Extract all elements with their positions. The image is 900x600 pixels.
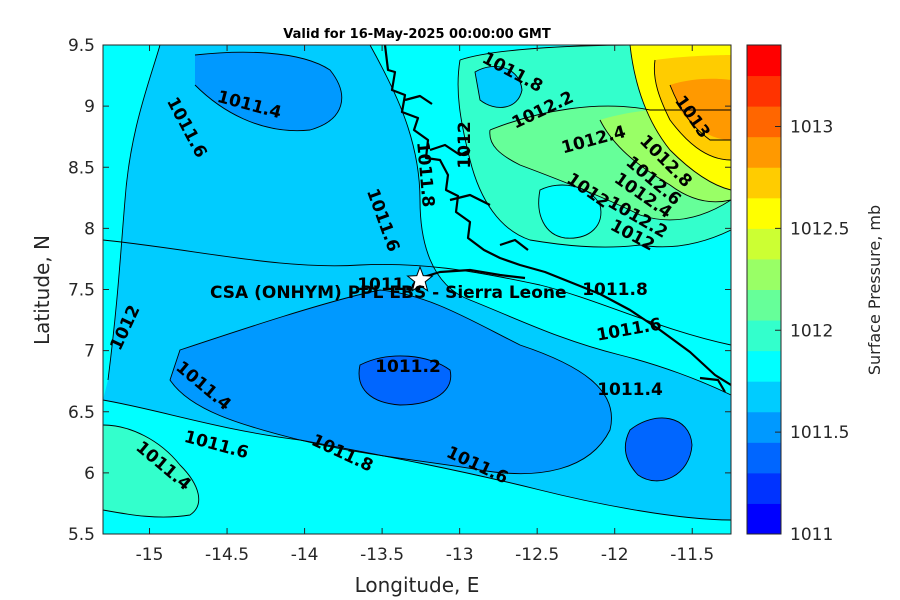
contour-field — [103, 45, 731, 534]
colorbar-swatch — [747, 197, 781, 229]
y-tick-label: 9.5 — [68, 36, 95, 56]
band-1011-4-north — [195, 52, 342, 131]
y-tick-label: 8.5 — [68, 158, 95, 178]
colorbar-ticks: 1013 1012.5 1012 1011.5 1011 — [775, 118, 849, 545]
x-tick-label: -14 — [291, 545, 319, 565]
band-1012-west — [103, 425, 199, 518]
colorbar-swatch — [747, 411, 781, 443]
coastline — [383, 45, 731, 393]
y-tick-label: 9 — [84, 97, 95, 117]
contour-label: 1011.8 — [582, 280, 648, 300]
y-tick-label: 8 — [84, 219, 95, 239]
band-1013 — [670, 78, 731, 140]
colorbar-tick-label: 1013 — [790, 118, 833, 138]
colorbar-label: Surface Pressure, mb — [865, 205, 884, 375]
x-axis-ticks: -15 -14.5 -14 -13.5 -13 -12.5 -12 -11.5 — [136, 45, 714, 565]
colorbar-swatch — [747, 258, 781, 290]
colorbar-tick-label: 1011.5 — [790, 423, 849, 443]
star-icon — [406, 265, 434, 292]
x-tick-label: -12.5 — [515, 545, 559, 565]
site-label: CSA (ONHYM) PPL EBS - Sierra Leone — [210, 283, 567, 303]
y-axis-label: Latitude, N — [30, 235, 54, 345]
x-tick-label: -15 — [136, 545, 164, 565]
band-1011-6-low-n — [475, 66, 522, 108]
colorbar-swatch — [747, 381, 781, 413]
x-tick-label: -13 — [446, 545, 474, 565]
colorbar-swatch — [747, 442, 781, 474]
colorbar-swatch — [747, 228, 781, 260]
colorbar-swatch — [747, 320, 781, 352]
x-tick-label: -11.5 — [670, 545, 714, 565]
colorbar-tick-label: 1012.5 — [790, 219, 849, 239]
y-tick-label: 7 — [84, 342, 95, 362]
y-axis-ticks: 9.5 9 8.5 8 7.5 7 6.5 6 5.5 — [68, 36, 731, 545]
band-1011-2-southeast — [625, 418, 692, 481]
y-tick-label: 6 — [84, 464, 95, 484]
colorbar-swatch — [747, 503, 781, 535]
x-tick-label: -14.5 — [205, 545, 249, 565]
contour-label: 1012 — [455, 121, 475, 168]
colorbar-swatch — [747, 167, 781, 199]
colorbar-swatch — [747, 106, 781, 138]
band-1011-8-west — [103, 45, 160, 400]
y-tick-label: 5.5 — [68, 525, 95, 545]
colorbar-swatch — [747, 75, 781, 107]
colorbar-swatch — [747, 136, 781, 168]
colorbar-swatch — [747, 472, 781, 504]
x-tick-label: -12 — [601, 545, 629, 565]
colorbar-tick-label: 1012 — [790, 321, 833, 341]
contour-label: 1011.4 — [357, 275, 423, 295]
colorbar-swatch — [747, 45, 781, 77]
colorbar-swatch — [747, 289, 781, 321]
y-tick-label: 6.5 — [68, 403, 95, 423]
colorbar-tick-label: 1011 — [790, 525, 833, 545]
contour-label: 1011.4 — [597, 380, 663, 400]
contour-label: 1011.2 — [375, 357, 441, 377]
colorbar-swatch — [747, 350, 781, 382]
band-1011-8-south — [103, 400, 731, 534]
x-axis-label: Longitude, E — [355, 573, 480, 597]
band-1011-2-low — [359, 355, 451, 405]
plot-title: Valid for 16-May-2025 00:00:00 GMT — [283, 27, 551, 42]
band-1011-8-low-ne — [538, 185, 601, 239]
colorbar-frame — [746, 44, 782, 535]
contour-lines — [103, 45, 731, 521]
x-tick-label: -13.5 — [360, 545, 404, 565]
y-tick-label: 7.5 — [68, 281, 95, 301]
colorbar — [747, 45, 781, 535]
